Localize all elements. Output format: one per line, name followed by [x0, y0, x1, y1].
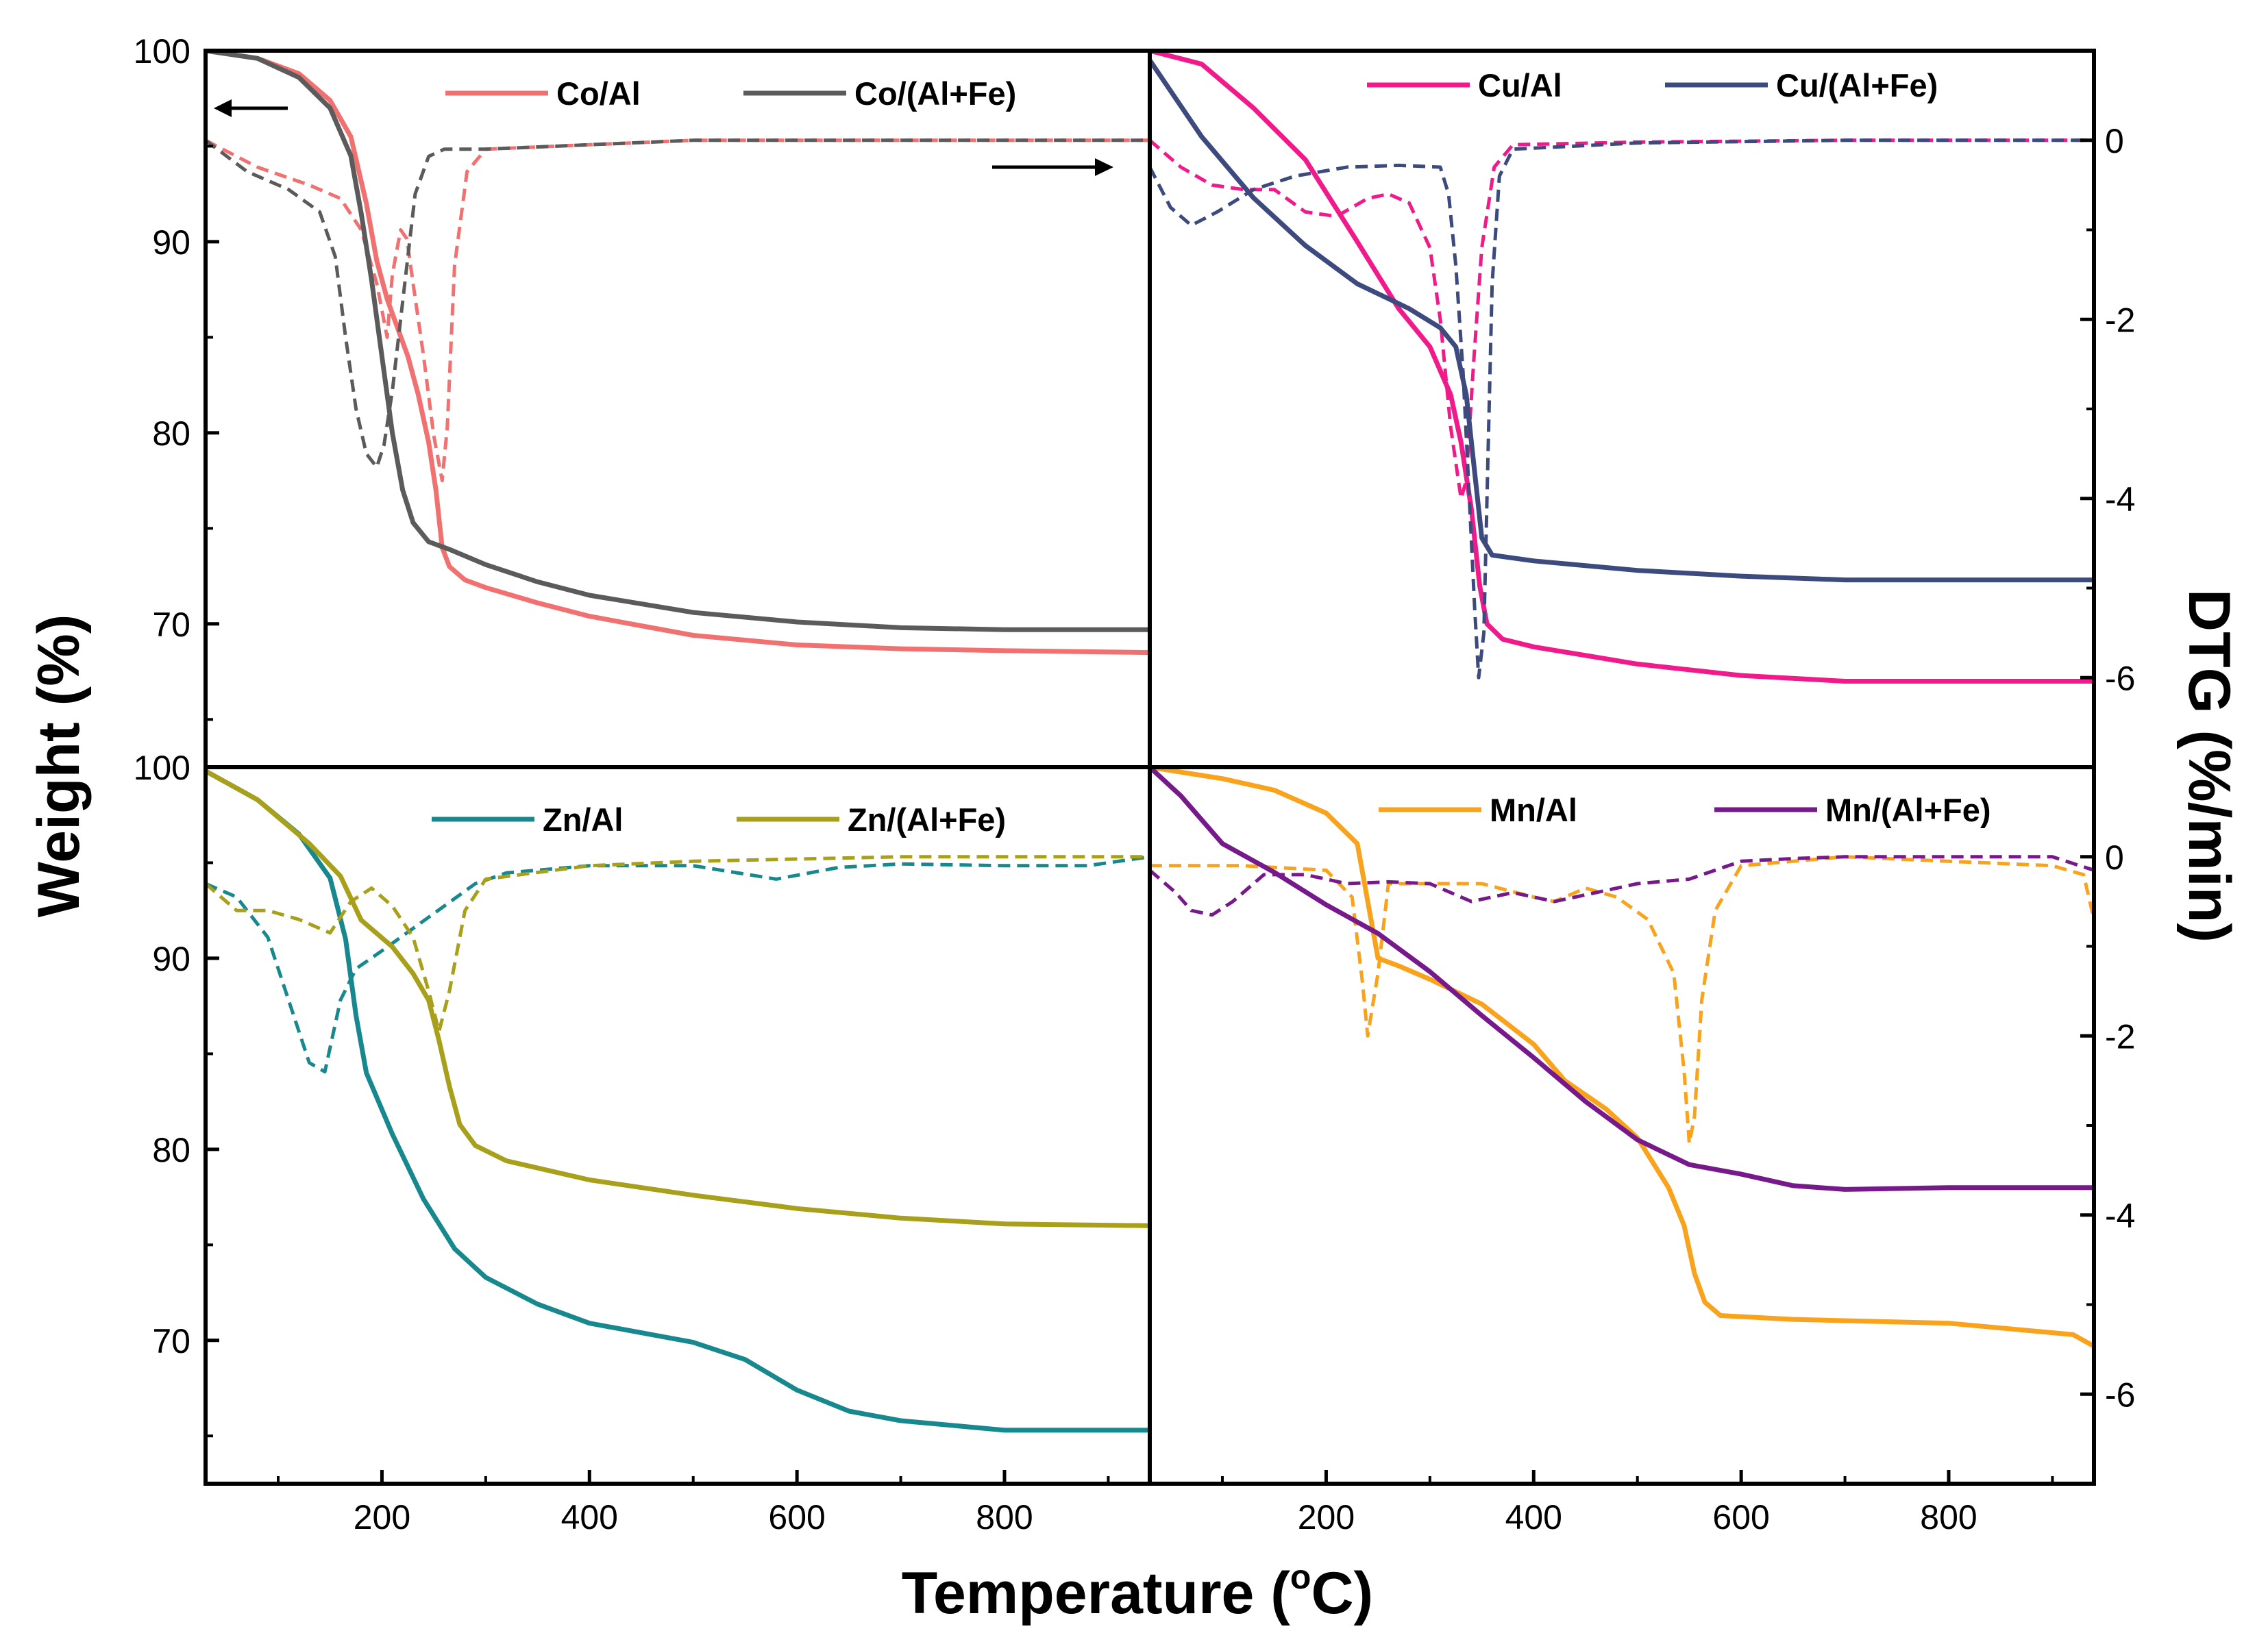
dtg-line-zn-alfe	[206, 855, 1150, 1034]
dtg-tick-label-cu-0: 0	[2105, 122, 2124, 160]
weight-line-co-alfe	[206, 51, 1150, 632]
panel-cu-plot	[1150, 51, 2094, 684]
tick-layer: 100 90 80 70 0 -2 -4 -6 100 90 80 70 0 -2 -4 -6 200 200 40…	[134, 32, 2136, 1536]
x-tick-label-right-600: 600	[1712, 1498, 1769, 1536]
panel-zn-plot	[206, 769, 1150, 1433]
weight-tick-label-zn-80: 80	[152, 1131, 190, 1169]
dtg-line-zn-al	[206, 855, 1150, 1074]
dtg-tick-label-mn--6: -6	[2105, 1375, 2135, 1414]
weight-line-cu-alfe	[1150, 58, 2094, 583]
weight-tick-label-zn-70: 70	[152, 1322, 190, 1360]
x-tick-label-left-200: 200	[354, 1498, 410, 1536]
x-axis-title: Temperature (oC)	[902, 1558, 1373, 1626]
series-layer	[206, 51, 2094, 1433]
dtg-line-co-al	[206, 138, 1150, 483]
x-tick-label-left-800: 800	[976, 1498, 1033, 1536]
left-y-axis-title: Weight (%)	[26, 614, 92, 918]
legend-label-co-alfe: Co/(Al+Fe)	[854, 75, 1016, 112]
legend-label-zn-al: Zn/Al	[543, 801, 623, 838]
weight-line-zn-alfe	[206, 769, 1150, 1228]
x-tick-label-left-600: 600	[768, 1498, 825, 1536]
panel-mn-plot	[1150, 767, 2094, 1349]
dtg-line-cu-alfe	[1150, 138, 2094, 680]
weight-axis-arrow	[214, 99, 288, 117]
dtg-line-cu-al	[1150, 138, 2094, 501]
right-y-axis-title: DTG (%/min)	[2176, 589, 2242, 943]
legend-label-mn-al: Mn/Al	[1490, 792, 1577, 828]
x-tick-label-left-400: 400	[561, 1498, 618, 1536]
weight-tick-label-co-100: 100	[134, 32, 190, 71]
legend-label-cu-alfe: Cu/(Al+Fe)	[1776, 67, 1938, 103]
dtg-line-mn-al	[1150, 855, 2094, 1145]
panel-co-frame	[204, 49, 1152, 769]
legend-label-cu-al: Cu/Al	[1478, 67, 1562, 103]
panel-zn-frame	[204, 765, 1152, 1486]
legend-layer: Co/Al Co/(Al+Fe) Cu/Al Cu/(Al+Fe) Zn/Al Zn/(A…	[432, 67, 1991, 838]
frame-layer	[204, 49, 2096, 1486]
weight-tick-label-co-80: 80	[152, 414, 190, 453]
dtg-tick-label-cu--6: -6	[2105, 659, 2135, 697]
legend-label-co-al: Co/Al	[556, 75, 641, 112]
dtg-tick-label-cu--4: -4	[2105, 480, 2135, 519]
panel-co-plot	[206, 51, 1150, 656]
dtg-line-co-alfe	[206, 138, 1150, 469]
weight-tick-label-co-90: 90	[152, 223, 190, 262]
dtg-tick-label-cu--2: -2	[2105, 301, 2135, 339]
weight-line-zn-al	[206, 769, 1150, 1433]
dtg-tick-label-mn--4: -4	[2105, 1197, 2135, 1235]
weight-tick-label-zn-90: 90	[152, 940, 190, 978]
weight-line-co-al	[206, 51, 1150, 656]
x-tick-label-right-800: 800	[1920, 1498, 1977, 1536]
weight-tick-label-co-70: 70	[152, 606, 190, 644]
weight-tick-label-zn-100: 100	[134, 749, 190, 787]
x-tick-label-right-400: 400	[1505, 1498, 1562, 1536]
legend-label-mn-alfe: Mn/(Al+Fe)	[1825, 792, 1991, 828]
dtg-line-mn-alfe	[1150, 855, 2094, 917]
weight-line-mn-al	[1150, 767, 2094, 1349]
dtg-axis-arrow	[992, 158, 1113, 176]
weight-line-mn-alfe	[1150, 767, 2094, 1192]
dtg-tick-label-mn--2: -2	[2105, 1017, 2135, 1056]
x-tick-label-right-200: 200	[1298, 1498, 1355, 1536]
dtg-tick-label-mn-0: 0	[2105, 838, 2124, 877]
legend-label-zn-alfe: Zn/(Al+Fe)	[848, 801, 1006, 838]
